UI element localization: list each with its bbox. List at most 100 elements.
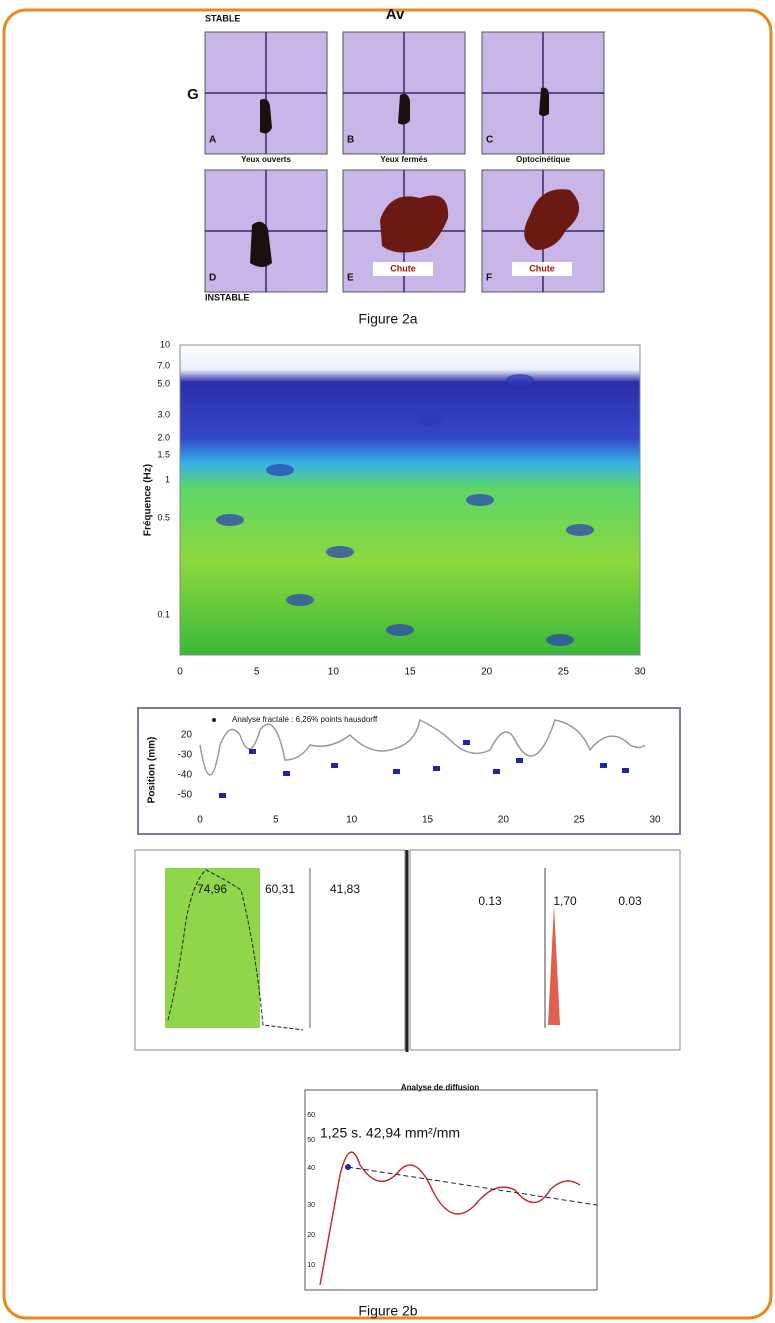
position-panel [137, 707, 681, 835]
sample-point [600, 763, 607, 768]
band-value: 60,31 [265, 882, 295, 896]
figure-caption: Figure 2a [358, 311, 417, 327]
fit-line [347, 1166, 598, 1206]
diffusion-annotation: 1,25 s. 42,94 mm²/mm [320, 1125, 460, 1141]
x-tick-label: 20 [498, 815, 510, 826]
sample-point [283, 771, 290, 776]
wavelet-spot [416, 414, 444, 426]
panel-caption: Yeux fermés [380, 155, 428, 164]
y-axis-label: Position (mm) [147, 737, 158, 804]
sway-trace [398, 93, 410, 125]
x-tick-label: 5 [254, 667, 260, 678]
g-label: G [187, 86, 199, 103]
x-tick-label: 25 [574, 815, 586, 826]
panel-letter: E [347, 273, 354, 284]
legend-text: Analyse fractale : 6,26% points hausdorf… [232, 715, 378, 724]
fit-point [345, 1164, 351, 1170]
x-tick-label: 15 [404, 667, 416, 678]
figure-caption: Figure 2b [358, 1303, 417, 1319]
band-value: 74,96 [197, 882, 227, 896]
y-tick-label: 0.1 [157, 609, 170, 619]
sample-point [331, 763, 338, 768]
wavelet-spot [286, 594, 314, 606]
x-tick-label: 5 [273, 815, 279, 826]
fall-tag [373, 262, 433, 276]
fall-tag [512, 262, 572, 276]
panel-letter: D [209, 273, 216, 284]
sway-trace [380, 195, 449, 253]
y-tick-label: -30 [178, 750, 193, 761]
fall-label: Chute [390, 263, 416, 273]
diffusion-curve [319, 1151, 581, 1286]
position-trace [199, 718, 646, 776]
x-tick-label: 0 [177, 667, 183, 678]
fall-label: Chute [529, 263, 555, 273]
wavelet-spot [566, 524, 594, 536]
x-tick-label: 30 [649, 815, 661, 826]
x-tick-label: 30 [634, 667, 646, 678]
wavelet-spot [216, 514, 244, 526]
band-value: 1,70 [553, 894, 577, 908]
av-label: Av [386, 6, 405, 23]
legend-marker [212, 718, 216, 722]
diffusion-panel [304, 1089, 598, 1291]
wavelet-border [179, 344, 641, 656]
y-tick-label: 1 [165, 474, 170, 484]
sample-point [516, 758, 523, 763]
y-tick-label: 7.0 [157, 360, 170, 370]
x-tick-label: 0 [197, 815, 203, 826]
x-tick-label: 10 [346, 815, 358, 826]
band-value: 0.03 [618, 894, 642, 908]
y-tick-label: 60 [307, 1112, 315, 1119]
x-tick-label: 25 [558, 667, 570, 678]
spectrum-curve [167, 869, 304, 1031]
instable-label: INSTABLE [205, 292, 249, 302]
panel-letter: C [486, 135, 493, 146]
y-tick-label: -50 [178, 790, 193, 801]
x-tick-label: 15 [422, 815, 434, 826]
stable-label: STABLE [205, 13, 240, 23]
sample-point [463, 740, 470, 745]
wavelet-spot [266, 464, 294, 476]
y-tick-label: 10 [307, 1262, 315, 1269]
sample-point [393, 769, 400, 774]
y-tick-label: -40 [178, 770, 193, 781]
spectrum-bars [548, 905, 560, 1025]
band-value: 41,83 [330, 882, 360, 896]
wavelet-spot [506, 374, 534, 386]
band-value: 0.13 [478, 894, 502, 908]
y-tick-label: 20 [181, 730, 193, 741]
sample-point [433, 766, 440, 771]
band-fill [165, 868, 260, 1028]
y-axis-label: Fréquence (Hz) [143, 464, 154, 536]
y-tick-label: 40 [307, 1165, 315, 1172]
panel-caption: Yeux ouverts [241, 155, 291, 164]
diffusion-title: Analyse de diffusion [401, 1083, 479, 1092]
y-tick-label: 3.0 [157, 409, 170, 419]
wavelet-spot [546, 634, 574, 646]
y-tick-label: 10 [160, 339, 170, 349]
wavelet-spot [466, 494, 494, 506]
x-tick-label: 10 [328, 667, 340, 678]
sample-point [493, 769, 500, 774]
sway-trace [539, 87, 549, 116]
frame [2, 8, 773, 1320]
sample-point [622, 768, 629, 773]
y-tick-label: 0.5 [157, 512, 170, 522]
y-tick-label: 5.0 [157, 378, 170, 388]
y-tick-label: 1.5 [157, 449, 170, 459]
sample-point [249, 749, 256, 754]
panel-caption: Optocinétique [516, 155, 570, 164]
panel-letter: A [209, 135, 216, 146]
sway-trace [260, 98, 272, 134]
wavelet-spot [386, 624, 414, 636]
wavelet-map [180, 345, 640, 655]
content: STABLE Av G A Yeux ouverts B Yeux fermés C Optoc… [134, 6, 681, 1319]
panel-letter: B [347, 135, 354, 146]
y-tick-label: 2.0 [157, 432, 170, 442]
y-tick-label: 50 [307, 1137, 315, 1144]
panel-letter: F [486, 273, 492, 284]
y-tick-label: 30 [307, 1202, 315, 1209]
